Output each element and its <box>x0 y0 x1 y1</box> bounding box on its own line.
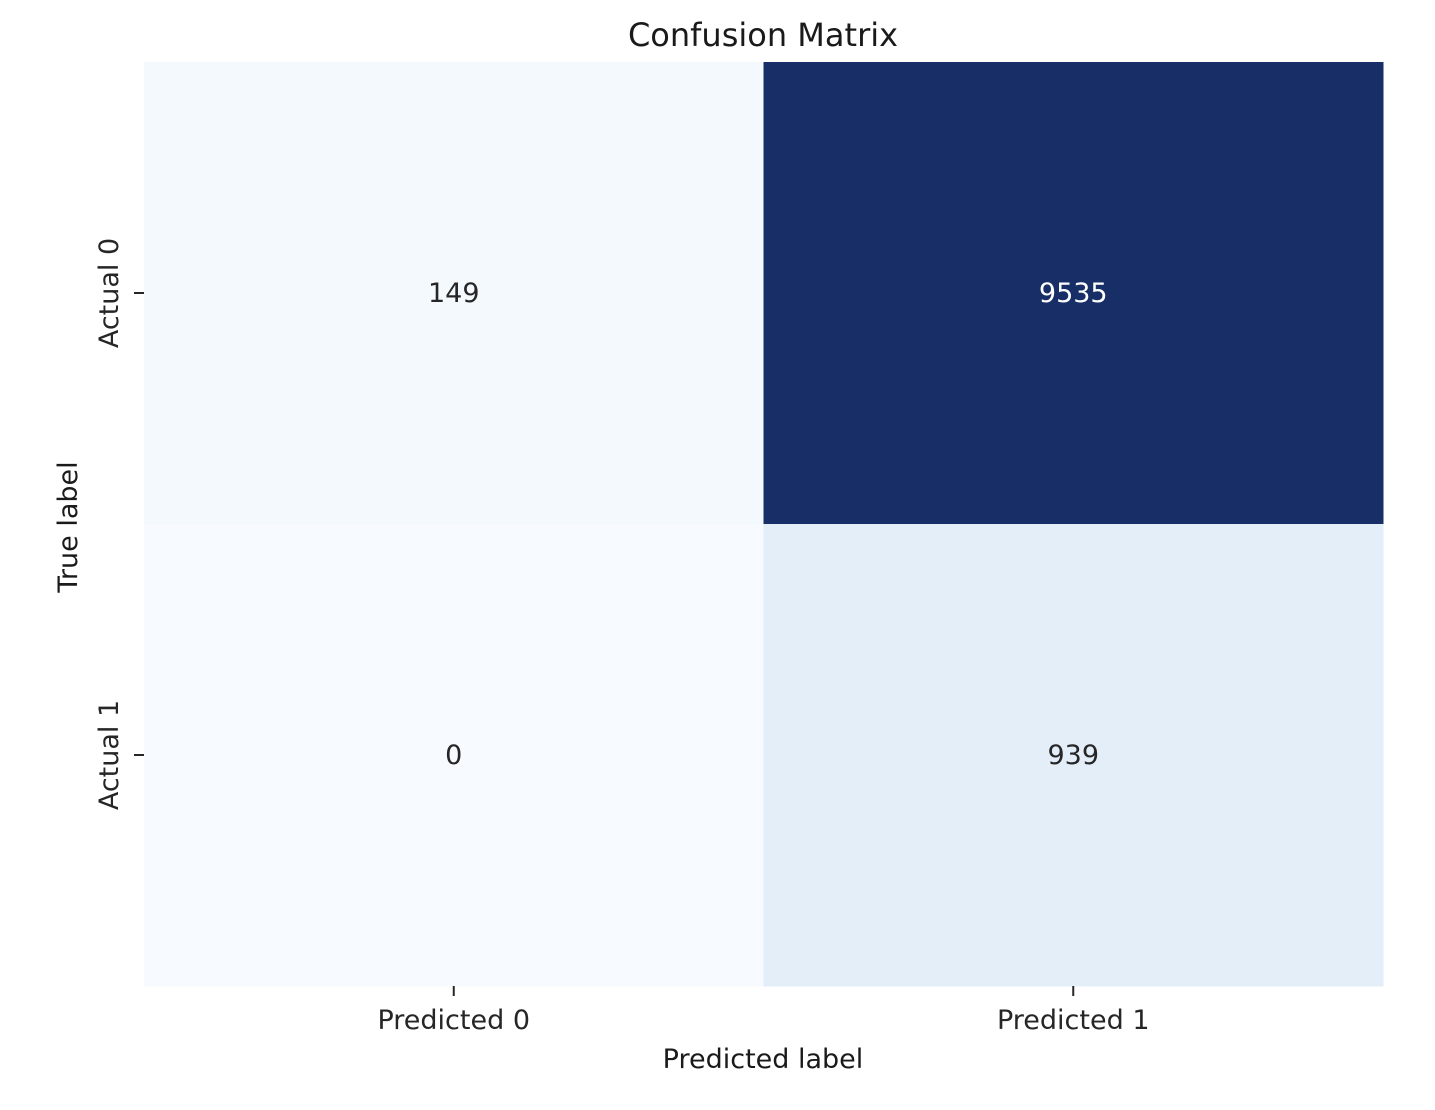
cell-value-r1-c0: 0 <box>445 740 462 771</box>
heatmap-cell-labels: 149 9535 0 939 <box>428 278 1108 771</box>
heatmap-cell-r1-c0 <box>144 524 764 987</box>
y-axis-label: True label <box>53 461 84 593</box>
heatmap-cells <box>144 62 1384 987</box>
x-axis-label: Predicted label <box>663 1044 864 1075</box>
x-axis-ticks: Predicted 0 Predicted 1 <box>377 986 1150 1036</box>
cell-value-r0-c0: 149 <box>428 278 480 309</box>
heatmap-cell-r0-c0 <box>144 62 764 525</box>
x-tick-label-0: Predicted 0 <box>377 1005 530 1036</box>
heatmap-cell-r0-c1 <box>763 62 1384 525</box>
y-tick-label-0: Actual 0 <box>94 238 125 348</box>
heatmap-cell-r1-c1 <box>763 524 1384 987</box>
y-axis-ticks: Actual 0 Actual 1 <box>94 238 144 810</box>
x-tick-label-1: Predicted 1 <box>997 1005 1150 1036</box>
y-tick-label-1: Actual 1 <box>94 700 125 810</box>
cell-value-r1-c1: 939 <box>1047 740 1099 771</box>
chart-title: Confusion Matrix <box>628 16 898 54</box>
cell-value-r0-c1: 9535 <box>1039 278 1108 309</box>
